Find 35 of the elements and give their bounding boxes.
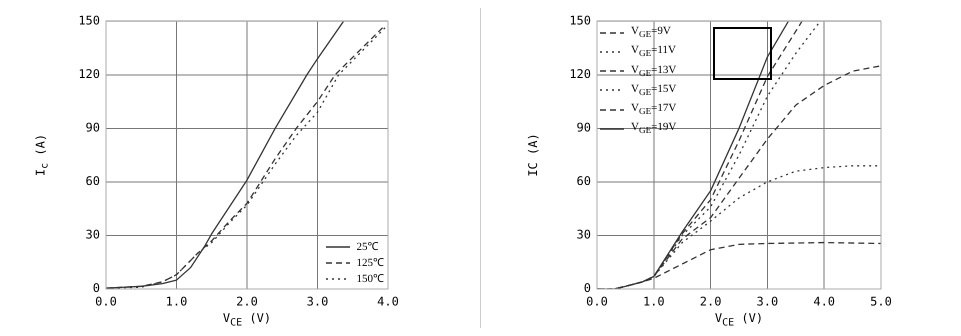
x-tick-label: 4.0 <box>377 294 399 308</box>
y-tick-label: 30 <box>576 228 591 242</box>
legend-label: 150℃ <box>356 272 384 287</box>
y-tick-label: 0 <box>584 281 591 296</box>
y-axis-title: IC (A) <box>526 133 540 177</box>
x-tick-label: 0.0 <box>586 294 608 308</box>
legend-label: V$_{GE}$=9V <box>631 24 671 42</box>
x-tick-label: 1.0 <box>642 294 665 308</box>
y-tick-label: 90 <box>86 120 100 134</box>
x-tick-label: 4.0 <box>813 294 836 308</box>
x-tick-label: 3.0 <box>306 294 328 308</box>
y-tick-label: 120 <box>569 66 591 81</box>
legend-label: V$_{GE}$=15V <box>631 82 676 99</box>
legend-label: V$_{GE}$=11V <box>631 43 676 61</box>
y-tick-label: 30 <box>86 228 100 242</box>
x-axis-title: V$_{CE}$ (V) <box>714 311 764 328</box>
x-tick-label: 2.0 <box>236 294 258 308</box>
x-tick-label: 2.0 <box>700 294 722 308</box>
legend-label: V$_{GE}$=13V <box>631 62 676 80</box>
y-tick-label: 150 <box>78 13 100 28</box>
y-tick-label: 60 <box>576 174 591 188</box>
y-tick-label: 120 <box>78 66 100 81</box>
y-tick-label: 60 <box>86 174 100 188</box>
legend-label: 125℃ <box>356 256 384 271</box>
x-tick-label: 0.0 <box>95 294 117 308</box>
y-tick-label: 0 <box>92 281 100 296</box>
legend-label: 25℃ <box>356 240 378 255</box>
legend-label: V$_{GE}$=17V <box>631 100 676 118</box>
x-tick-label: 1.0 <box>166 294 188 308</box>
x-tick-label: 3.0 <box>756 294 778 308</box>
legend-label: V$_{GE}$=19V <box>631 120 676 138</box>
x-tick-label: 5.0 <box>870 294 892 308</box>
y-tick-label: 150 <box>569 13 591 28</box>
x-axis-title: V$_{CE}$ (V) <box>222 311 272 328</box>
y-tick-label: 90 <box>576 120 591 134</box>
